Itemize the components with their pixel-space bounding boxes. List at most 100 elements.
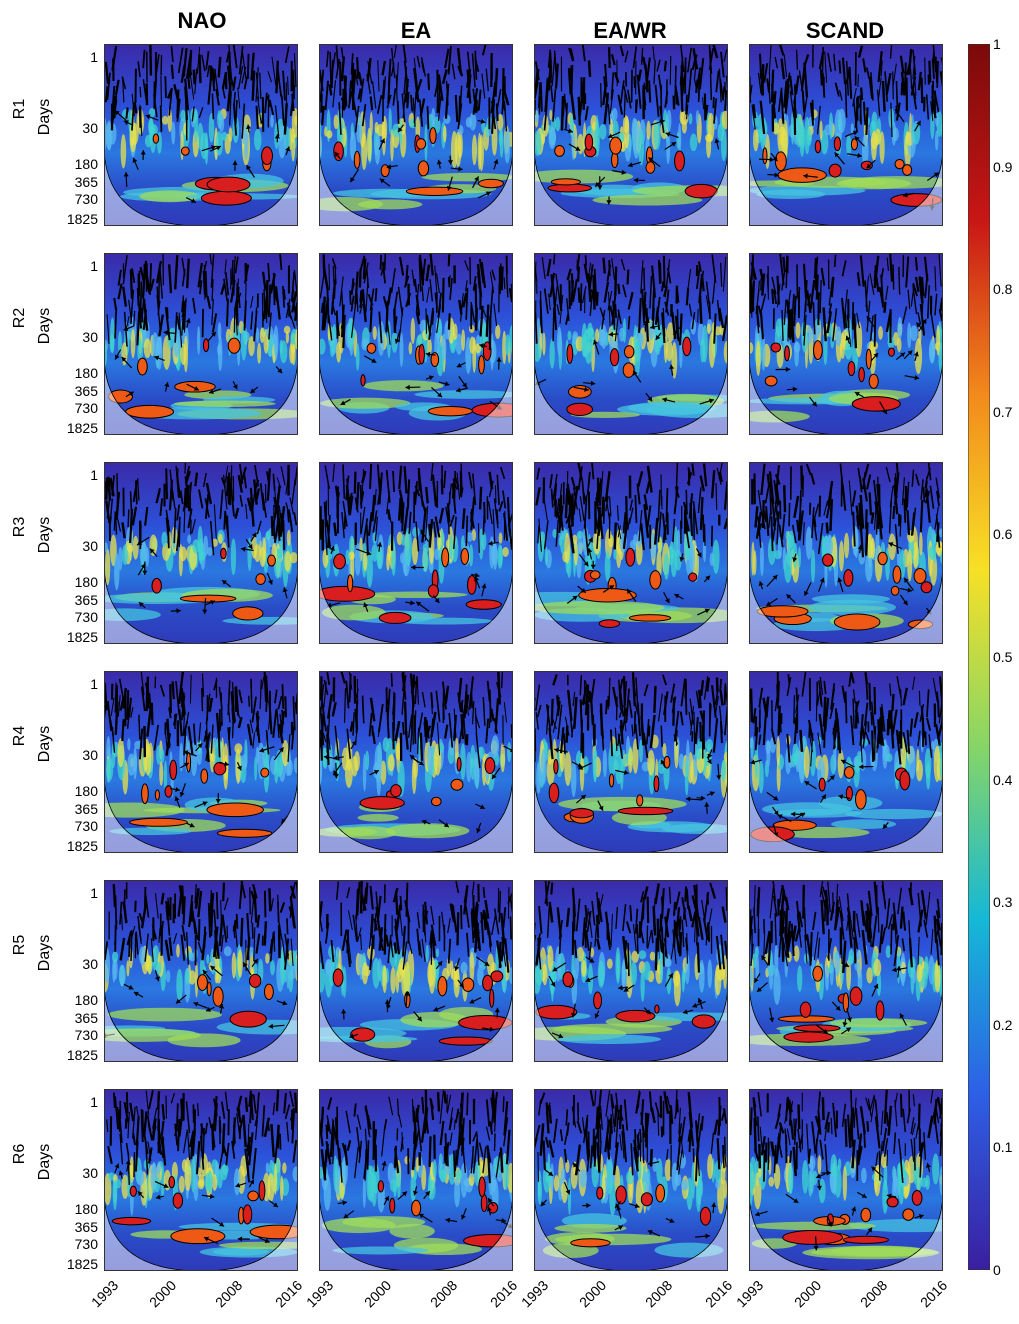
phase-arrow	[681, 77, 682, 112]
phase-arrow	[461, 86, 462, 104]
phase-arrow	[234, 274, 235, 295]
column-title-scand: SCAND	[750, 18, 940, 44]
significant-region	[549, 783, 559, 803]
column-title-eawr: EA/WR	[535, 18, 725, 44]
significant-region	[348, 575, 353, 592]
phase-arrow	[618, 284, 619, 294]
coherence-streak	[776, 736, 780, 766]
coherence-streak	[206, 954, 209, 964]
phase-arrow	[901, 907, 903, 929]
coherence-streak	[599, 124, 606, 139]
phase-arrow	[860, 95, 861, 124]
phase-arrow	[669, 887, 670, 904]
coherence-streak	[491, 735, 499, 757]
coherence-streak	[443, 125, 447, 142]
phase-arrow	[541, 82, 542, 111]
phase-arrow	[893, 506, 894, 519]
coherence-streak	[797, 965, 802, 992]
phase-arrow	[755, 716, 756, 736]
phase-arrow	[661, 84, 662, 119]
phase-arrow	[830, 489, 831, 503]
coherence-streak	[555, 117, 560, 132]
coherence-streak	[605, 551, 611, 582]
phase-arrow	[602, 497, 603, 516]
phase-arrow	[836, 708, 837, 732]
coherence-streak	[776, 319, 782, 338]
coherence-streak	[327, 130, 333, 138]
y-tick-label: 365	[62, 592, 98, 608]
coherence-streak	[678, 754, 684, 769]
phase-arrow	[800, 730, 802, 752]
phase-arrow	[202, 688, 203, 711]
coherence-streak	[401, 534, 405, 546]
coherence-streak	[441, 333, 446, 360]
coherence-streak	[632, 118, 637, 141]
phase-arrow	[330, 84, 332, 95]
coherence-panel	[534, 253, 728, 435]
significant-region	[594, 992, 602, 1009]
phase-arrow	[403, 722, 404, 735]
coherence-streak	[936, 325, 940, 356]
coherence-streak	[194, 110, 198, 143]
significant-region	[654, 776, 659, 792]
phase-arrow	[248, 937, 250, 960]
coherence-streak	[628, 748, 633, 773]
coherence-streak	[630, 961, 637, 985]
coherence-streak	[595, 115, 598, 152]
phase-arrow	[615, 267, 616, 296]
coherence-streak	[670, 541, 674, 560]
significant-region	[585, 134, 593, 150]
coherence-streak	[282, 740, 289, 766]
phase-arrow	[463, 508, 465, 528]
coherence-streak	[623, 115, 629, 133]
coherence-streak	[176, 944, 180, 957]
significant-region	[485, 758, 495, 774]
phase-arrow	[630, 905, 631, 921]
y-axis-label: Days	[36, 719, 54, 769]
phase-arrow	[716, 483, 717, 510]
phase-arrow	[386, 301, 387, 332]
coherence-streak	[685, 760, 689, 795]
phase-arrow	[449, 277, 450, 287]
phase-arrow	[426, 487, 427, 503]
significant-region	[360, 797, 404, 810]
phase-arrow	[135, 102, 137, 113]
phase-arrow	[173, 681, 174, 699]
coherence-panel	[319, 880, 513, 1062]
coherence-streak	[886, 945, 891, 958]
coherence-streak	[460, 962, 467, 974]
significant-region	[490, 989, 494, 1007]
significant-region	[203, 339, 208, 352]
coherence-streak	[690, 133, 698, 151]
significant-region	[624, 346, 634, 358]
row-label: R5	[11, 925, 29, 965]
significant-region	[201, 191, 251, 205]
y-tick-label: 730	[62, 191, 98, 207]
phase-arrow	[269, 888, 270, 911]
phase-arrow	[797, 497, 798, 508]
coherence-streak	[110, 334, 115, 353]
y-tick-label: 730	[62, 400, 98, 416]
row-label: R1	[11, 89, 29, 129]
phase-arrow	[152, 703, 153, 725]
phase-arrow	[268, 263, 269, 282]
coherence-streak	[595, 328, 599, 342]
y-tick-label: 1	[62, 49, 98, 65]
significant-region	[610, 349, 618, 366]
coherence-streak	[144, 338, 152, 358]
y-tick-label: 30	[62, 538, 98, 554]
phase-arrow	[566, 488, 568, 518]
coherence-streak	[499, 546, 503, 567]
phase-arrow	[628, 943, 629, 976]
phase-arrow	[615, 304, 616, 318]
coherence-streak	[854, 757, 858, 766]
coherence-panel	[319, 44, 513, 226]
phase-arrow	[768, 474, 769, 486]
coherence-streak	[286, 966, 289, 989]
coherence-streak	[118, 547, 122, 571]
phase-arrow	[237, 299, 238, 325]
significant-region	[351, 1028, 375, 1041]
phase-arrow	[553, 308, 554, 342]
significant-region	[834, 137, 840, 151]
phase-arrow	[177, 89, 178, 118]
